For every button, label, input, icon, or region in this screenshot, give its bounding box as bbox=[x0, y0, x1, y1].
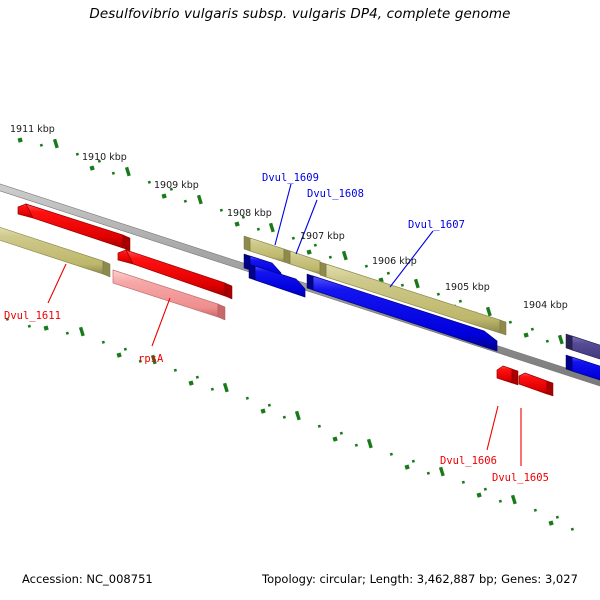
leader-rpsa bbox=[151, 297, 171, 347]
gene-feature-rpsa[interactable] bbox=[117, 249, 233, 300]
domain-track-dvul-1607[interactable] bbox=[319, 261, 507, 336]
leader-dvul-1609 bbox=[274, 183, 292, 246]
gene-feature-dvul-1607[interactable] bbox=[306, 273, 498, 352]
gene-label-dvul-1611[interactable]: Dvul_1611 bbox=[4, 310, 61, 322]
scale-label-1906: 1906 kbp bbox=[372, 256, 417, 267]
scale-label-1909: 1909 kbp bbox=[154, 180, 199, 191]
scale-tick-marks bbox=[5, 137, 584, 531]
domain-track-dvul-1611[interactable] bbox=[0, 226, 111, 278]
leader-dvul-1606 bbox=[486, 405, 499, 451]
gene-feature-dvul-1611[interactable] bbox=[17, 203, 131, 252]
scale-label-1907: 1907 kbp bbox=[300, 231, 345, 242]
leader-dvul-1611 bbox=[47, 263, 67, 304]
scale-label-1911: 1911 kbp bbox=[10, 124, 55, 135]
domain-track-dvul-1608[interactable] bbox=[283, 248, 321, 275]
gene-label-rpsa[interactable]: rpsA bbox=[138, 353, 164, 365]
gene-label-dvul-1608[interactable]: Dvul_1608 bbox=[307, 188, 364, 200]
genome-stats-text: Topology: circular; Length: 3,462,887 bp… bbox=[262, 572, 578, 586]
scale-label-1910: 1910 kbp bbox=[82, 152, 127, 163]
gene-feature-dvul-1605[interactable] bbox=[518, 372, 554, 397]
scale-label-1904: 1904 kbp bbox=[523, 300, 568, 311]
leader-dvul-1607 bbox=[389, 230, 434, 288]
gene-label-dvul-1605[interactable]: Dvul_1605 bbox=[492, 472, 549, 484]
gene-feature-dvul-1606[interactable] bbox=[496, 365, 519, 386]
accession-text: Accession: NC_008751 bbox=[22, 572, 153, 586]
gene-label-dvul-1607[interactable]: Dvul_1607 bbox=[408, 219, 465, 231]
domain-track-dvul-1609[interactable] bbox=[243, 235, 285, 263]
label-leader-lines bbox=[47, 183, 522, 466]
gene-feature-clipped-right[interactable] bbox=[565, 333, 600, 382]
page-title: Desulfovibrio vulgaris subsp. vulgaris D… bbox=[89, 6, 511, 22]
gene-feature-dvul-1608[interactable] bbox=[248, 263, 306, 298]
gene-label-dvul-1609[interactable]: Dvul_1609 bbox=[262, 172, 319, 184]
leader-dvul-1608 bbox=[295, 199, 318, 255]
domain-track-rpsa[interactable] bbox=[112, 269, 226, 321]
scale-label-1908: 1908 kbp bbox=[227, 208, 272, 219]
scale-label-1905: 1905 kbp bbox=[445, 282, 490, 293]
gene-label-dvul-1606[interactable]: Dvul_1606 bbox=[440, 455, 497, 467]
